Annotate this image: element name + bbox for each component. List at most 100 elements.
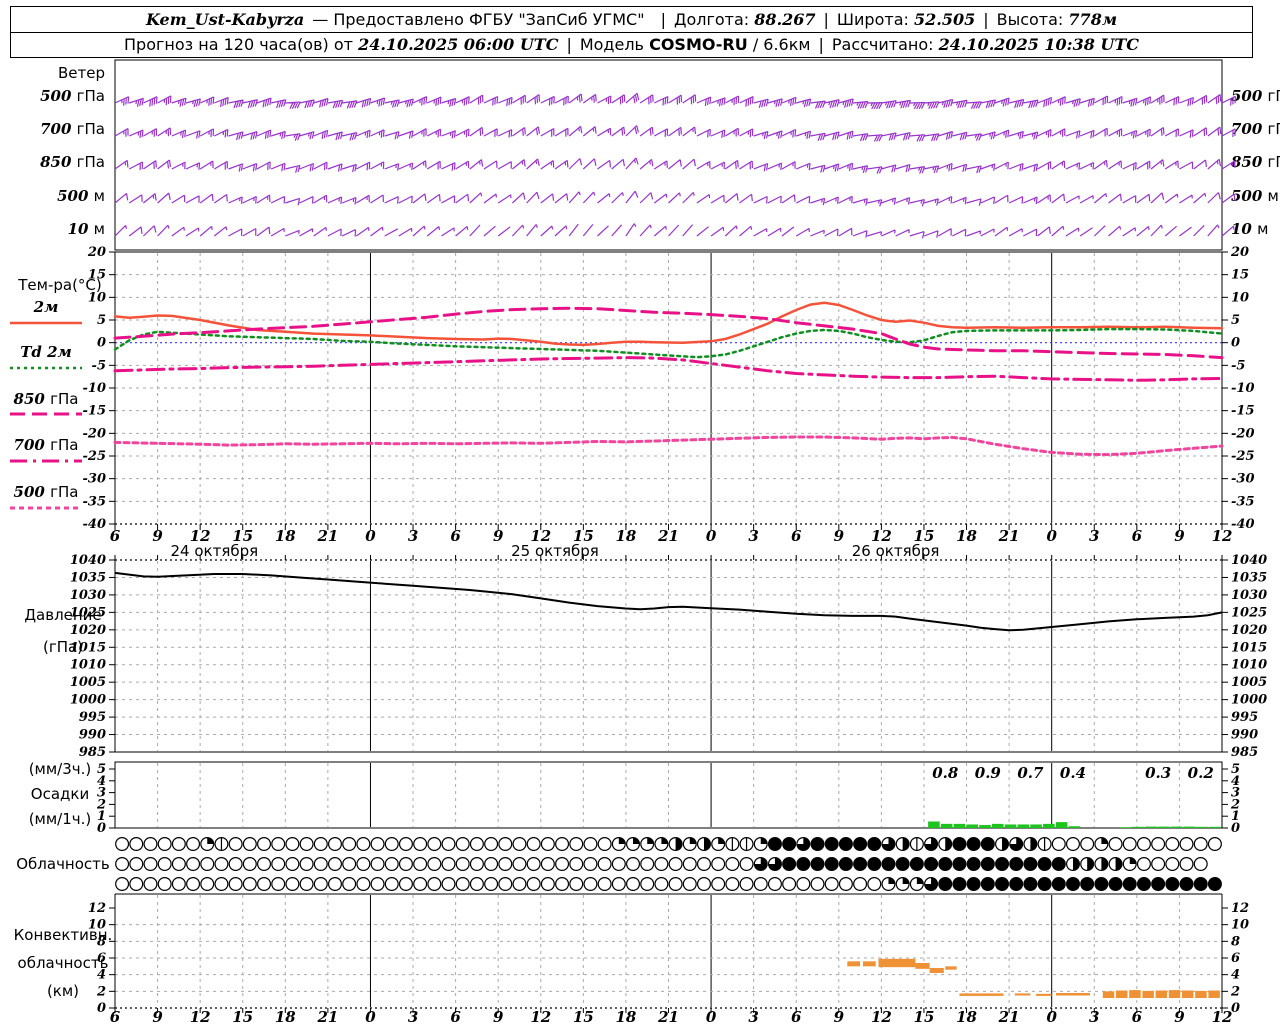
- cloud-symbol: [285, 836, 300, 851]
- cloud-symbol: [626, 856, 641, 871]
- cloud-symbol-threequarter: [768, 857, 782, 871]
- cloud-symbol: [938, 876, 953, 891]
- date-label: 26 октября: [852, 542, 940, 560]
- cloud-symbol: [853, 836, 868, 851]
- cloud-symbol: [413, 856, 428, 871]
- cloud-symbol: [1165, 856, 1180, 871]
- cloud-symbol-half: [703, 837, 711, 851]
- cloud-symbol: [455, 876, 470, 891]
- cloud-symbol: [271, 856, 286, 871]
- conv-segment: [959, 993, 1004, 996]
- cloud-symbol: [171, 856, 186, 871]
- y-tick-label: 5: [1231, 762, 1240, 777]
- cloud-symbol: [498, 836, 513, 851]
- precip-bar: [1145, 826, 1157, 828]
- cloud-symbol: [214, 856, 229, 871]
- hour-label-top: 6: [1132, 527, 1143, 545]
- cloud-symbol: [597, 856, 612, 871]
- cloud-symbol-threequarter: [796, 837, 810, 851]
- y-tick-label: 1030: [1231, 588, 1267, 603]
- cloud-symbol: [370, 876, 385, 891]
- y-tick-label: 5: [1231, 313, 1240, 328]
- pressure-line: [114, 571, 1223, 632]
- legend-label-t500: 500 гПа: [14, 483, 79, 501]
- y-tick-label: 4: [1231, 774, 1240, 789]
- cloud-symbol: [597, 836, 612, 851]
- cloud-symbol: [597, 876, 612, 891]
- conv-segment: [878, 958, 916, 968]
- hour-label-bottom: 3: [408, 1008, 418, 1024]
- conv-segment: [862, 961, 876, 967]
- y-tick-label: 2: [96, 984, 106, 999]
- hour-label-top: 21: [998, 527, 1020, 545]
- precip-bar: [966, 824, 979, 828]
- precip-bar: [953, 823, 966, 828]
- latitude-value: 52.505: [913, 10, 976, 29]
- conv-segment: [915, 963, 930, 969]
- separator: |: [823, 10, 829, 29]
- forecast-label: Прогноз на 120 часа(ов) от: [124, 35, 353, 54]
- cloud-symbol: [796, 856, 811, 871]
- separator: |: [660, 10, 666, 29]
- cloud-symbol-quarter: [760, 837, 768, 844]
- cloud-symbol: [711, 856, 726, 871]
- cloud-symbol: [682, 856, 697, 871]
- cloud-symbol: [1037, 856, 1052, 871]
- cloud-symbol: [569, 836, 584, 851]
- cloud-symbol: [668, 876, 683, 891]
- hour-label-bottom: 0: [1046, 1008, 1057, 1024]
- cloud-symbol: [384, 876, 399, 891]
- cloud-symbol-half: [1115, 857, 1122, 871]
- cloud-symbol: [966, 856, 981, 871]
- y-tick-label: 1040: [1231, 553, 1267, 568]
- model-label: Модель: [579, 35, 644, 54]
- cloud-symbol: [838, 856, 853, 871]
- y-tick-label: -40: [1231, 517, 1255, 532]
- cloud-symbol: [555, 856, 570, 871]
- cloud-symbol-half: [1072, 857, 1080, 871]
- cloud-symbol: [1165, 836, 1180, 851]
- cloud-symbol: [966, 836, 981, 851]
- cloud-rows: [115, 836, 1222, 891]
- header-row-1: Kem_Ust-Kabyrza — Предоставлено ФГБУ "За…: [10, 6, 1253, 33]
- precip-bar: [940, 823, 953, 828]
- cloud-symbol-threequarter: [924, 837, 938, 851]
- cloud-symbol: [313, 836, 328, 851]
- cloud-symbol: [980, 876, 995, 891]
- precip-3h-value: 0.2: [1188, 764, 1214, 782]
- hour-label-bottom: 6: [791, 1008, 802, 1024]
- y-tick-label: -15: [83, 404, 107, 419]
- y-tick-label: 995: [1231, 710, 1258, 725]
- hour-label-bottom: 18: [615, 1008, 636, 1024]
- cloud-symbol: [157, 856, 172, 871]
- y-tick-label: 1010: [1231, 658, 1267, 673]
- y-tick-label: 1035: [70, 570, 106, 585]
- y-tick-label: 1025: [70, 605, 106, 620]
- cloud-symbol: [526, 876, 541, 891]
- cloud-symbol: [1179, 856, 1194, 871]
- y-tick-label: -35: [1231, 494, 1255, 509]
- hour-label-bottom: 15: [232, 1008, 253, 1024]
- hour-label-top: 3: [748, 527, 758, 545]
- hour-label-bottom: 18: [956, 1008, 977, 1024]
- cloud-symbol: [271, 836, 286, 851]
- cloud-symbol: [583, 876, 598, 891]
- hour-label-top: 15: [573, 527, 594, 545]
- cloud-symbol-quarter: [633, 837, 640, 844]
- cloud-symbol: [767, 836, 782, 851]
- precip-bar: [1183, 826, 1196, 828]
- conv-segment: [1036, 993, 1052, 996]
- cloud-symbol-quarter: [888, 877, 895, 884]
- cloud-symbol: [924, 856, 939, 871]
- conv-segment: [1014, 993, 1031, 996]
- provider-text: — Предоставлено ФГБУ "ЗапСиб УГМС": [312, 10, 645, 29]
- temp-series: [113, 301, 1224, 457]
- cloud-symbol: [200, 876, 215, 891]
- cloud-symbol: [257, 856, 272, 871]
- conv-bar: [1181, 990, 1194, 998]
- y-tick-label: 6: [97, 951, 106, 966]
- conv-panel-title: облачность: [18, 954, 109, 972]
- cloud-symbol: [441, 856, 456, 871]
- hour-label-top: 6: [110, 527, 121, 545]
